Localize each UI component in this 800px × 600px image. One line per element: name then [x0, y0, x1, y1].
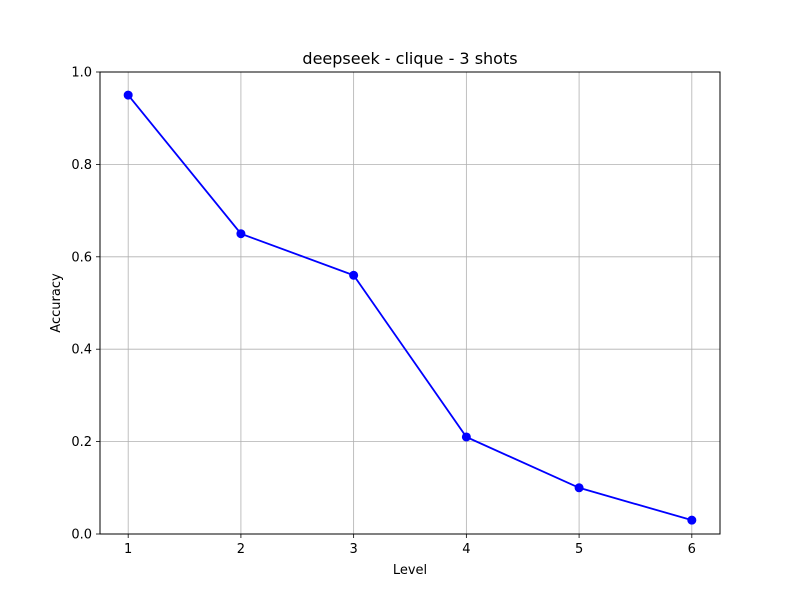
x-tick-label: 2: [237, 542, 245, 557]
x-axis: 1 2 3 4 5 6: [124, 534, 696, 557]
x-tick-label: 5: [575, 542, 583, 557]
chart-title: deepseek - clique - 3 shots: [302, 49, 517, 68]
y-axis: 0.0 0.2 0.4 0.6 0.8 1.0: [71, 66, 100, 543]
data-points: [123, 90, 697, 525]
data-point: [461, 432, 471, 442]
plot-frame: [99, 71, 721, 535]
y-tick-label: 0.2: [71, 435, 92, 450]
series-line: [127, 94, 693, 522]
x-tick-label: 3: [349, 542, 357, 557]
x-axis-label: Level: [393, 563, 427, 578]
data-point: [574, 483, 584, 493]
data-point: [349, 270, 359, 280]
y-tick-label: 0.6: [71, 250, 92, 265]
y-tick-label: 0.8: [71, 158, 92, 173]
data-point: [236, 229, 246, 239]
data-point: [123, 90, 133, 100]
data-point: [687, 515, 697, 525]
x-tick-label: 1: [124, 542, 132, 557]
y-tick-label: 1.0: [71, 66, 92, 81]
y-axis-label: Accuracy: [49, 273, 64, 333]
y-tick-label: 0.4: [71, 343, 92, 358]
x-tick-label: 4: [462, 542, 470, 557]
x-tick-label: 6: [688, 542, 696, 557]
grid-lines: [100, 71, 720, 535]
y-tick-label: 0.0: [71, 528, 92, 543]
